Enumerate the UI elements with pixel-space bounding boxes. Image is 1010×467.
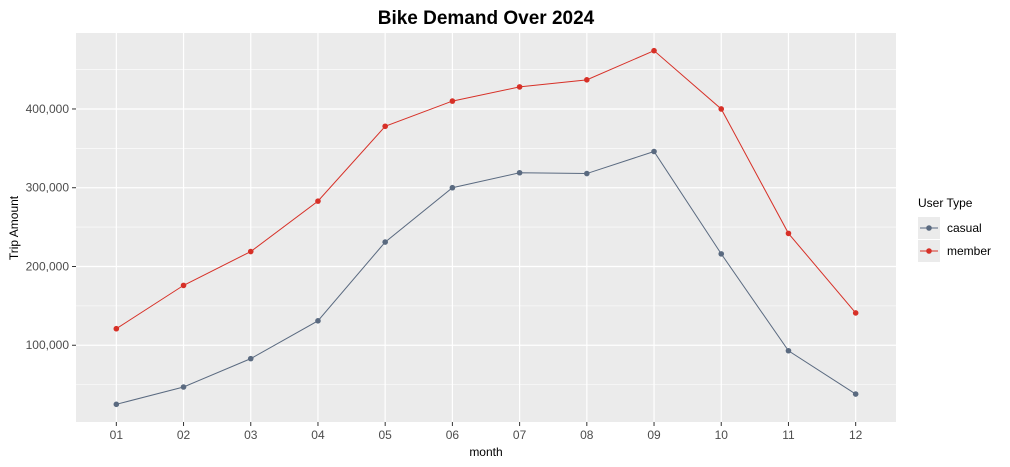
series-layer	[113, 47, 859, 408]
x-tick-label: 10	[715, 428, 729, 442]
data-point-member	[449, 98, 456, 104]
x-tick-label: 02	[177, 428, 191, 442]
data-point-casual	[516, 169, 523, 176]
y-tick-label: 200,000	[26, 259, 70, 273]
data-point-casual	[651, 148, 657, 155]
data-point-casual	[113, 401, 120, 408]
plot-panel	[76, 33, 896, 422]
x-tick-label: 07	[513, 428, 527, 442]
data-point-casual	[584, 170, 590, 177]
y-tick-label: 100,000	[26, 338, 70, 352]
x-tick-label: 06	[446, 428, 460, 442]
chart-title: Bike Demand Over 2024	[378, 8, 595, 29]
x-tick-label: 08	[580, 428, 594, 442]
data-point-casual	[315, 318, 321, 324]
data-point-casual	[718, 251, 725, 257]
data-point-member	[315, 198, 321, 204]
data-point-casual	[382, 239, 388, 245]
legend: User Type casual member	[918, 196, 991, 262]
data-point-casual	[852, 391, 859, 397]
series-line-casual	[116, 150, 856, 405]
legend-item-member: member	[918, 240, 991, 262]
data-point-member	[516, 84, 523, 90]
x-tick-label: 09	[647, 428, 661, 442]
x-tick-label: 12	[849, 428, 863, 442]
x-tick-label: 03	[244, 428, 258, 442]
data-point-member	[718, 106, 725, 112]
data-point-member	[584, 77, 590, 83]
data-point-member	[785, 230, 792, 237]
grid-minor	[76, 69, 896, 385]
x-tick-label: 04	[311, 428, 325, 442]
legend-key-point	[926, 248, 932, 254]
x-tick-label: 05	[379, 428, 393, 442]
series-casual	[113, 148, 859, 408]
grid-major	[76, 33, 896, 422]
data-point-casual	[449, 184, 456, 191]
data-point-member	[852, 310, 859, 316]
x-axis: 01 02 03 04 05 06 07 08 09 10 11 12	[110, 422, 863, 442]
data-point-member	[651, 47, 657, 54]
legend-title: User Type	[918, 196, 973, 210]
series-line-member	[116, 50, 857, 330]
data-point-member	[113, 325, 120, 332]
data-point-member	[382, 123, 388, 130]
y-axis: 100,000 200,000 300,000 400,000	[26, 102, 76, 352]
data-point-member	[247, 248, 254, 255]
series-member	[113, 47, 859, 332]
y-tick-label: 400,000	[26, 102, 70, 116]
y-axis-title: Trip Amount	[7, 195, 21, 260]
data-point-casual	[180, 384, 187, 390]
x-tick-label: 11	[782, 428, 795, 442]
legend-key-point	[926, 225, 932, 231]
legend-label: member	[947, 244, 991, 258]
legend-label: casual	[947, 221, 982, 235]
y-tick-label: 300,000	[26, 181, 70, 195]
data-point-casual	[785, 347, 792, 354]
x-tick-label: 01	[110, 428, 124, 442]
data-point-member	[180, 282, 187, 289]
data-point-casual	[247, 355, 254, 362]
x-axis-title: month	[469, 445, 502, 459]
legend-item-casual: casual	[918, 217, 982, 239]
